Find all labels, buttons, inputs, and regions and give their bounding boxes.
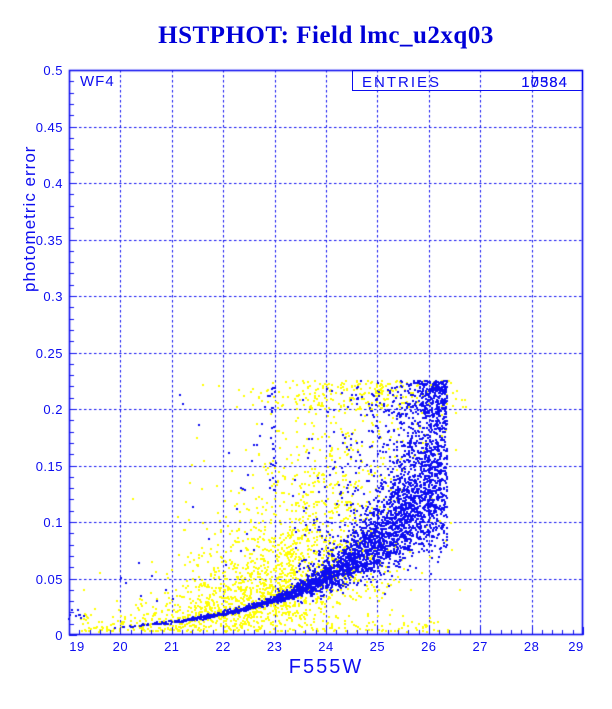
y-tick-label: 0.2 <box>43 402 63 417</box>
x-tick-label: 28 <box>523 639 540 654</box>
entries-label: ENTRIES <box>362 74 442 91</box>
entries-value-2: 17584 <box>521 74 568 91</box>
y-tick-label: 0.35 <box>35 232 63 248</box>
x-tick-label: 29 <box>568 639 584 654</box>
y-tick-label: 0 <box>55 628 63 643</box>
y-tick-label: 0.45 <box>35 119 63 135</box>
x-tick-label: 23 <box>266 639 283 654</box>
x-tick-label: 24 <box>318 639 334 654</box>
y-tick-label: 0.1 <box>43 515 63 530</box>
y-tick-label: 0.25 <box>35 345 63 361</box>
y-tick-label: 0.05 <box>35 571 63 587</box>
y-tick-label: 0.4 <box>43 176 63 191</box>
x-axis-label: F555W <box>288 656 364 678</box>
x-tick-label: 22 <box>215 639 231 654</box>
x-tick-label: 21 <box>164 639 180 654</box>
entries-value-1: 10384 <box>521 74 568 91</box>
page-title: HSTPHOT: Field lmc_u2xq03 <box>158 22 494 49</box>
x-tick-label: 19 <box>69 639 85 654</box>
y-tick-label: 0.3 <box>43 289 63 304</box>
y-axis-label: photometric error <box>20 145 39 292</box>
x-tick-label: 26 <box>421 639 437 654</box>
x-tick-label: 27 <box>472 639 488 654</box>
entries-stat-box <box>352 70 583 91</box>
chip-label: WF4 <box>80 73 115 90</box>
x-tick-label: 20 <box>112 639 129 654</box>
x-tick-label: 25 <box>369 639 386 654</box>
y-tick-label: 0.5 <box>43 63 63 78</box>
y-tick-label: 0.15 <box>35 458 63 474</box>
